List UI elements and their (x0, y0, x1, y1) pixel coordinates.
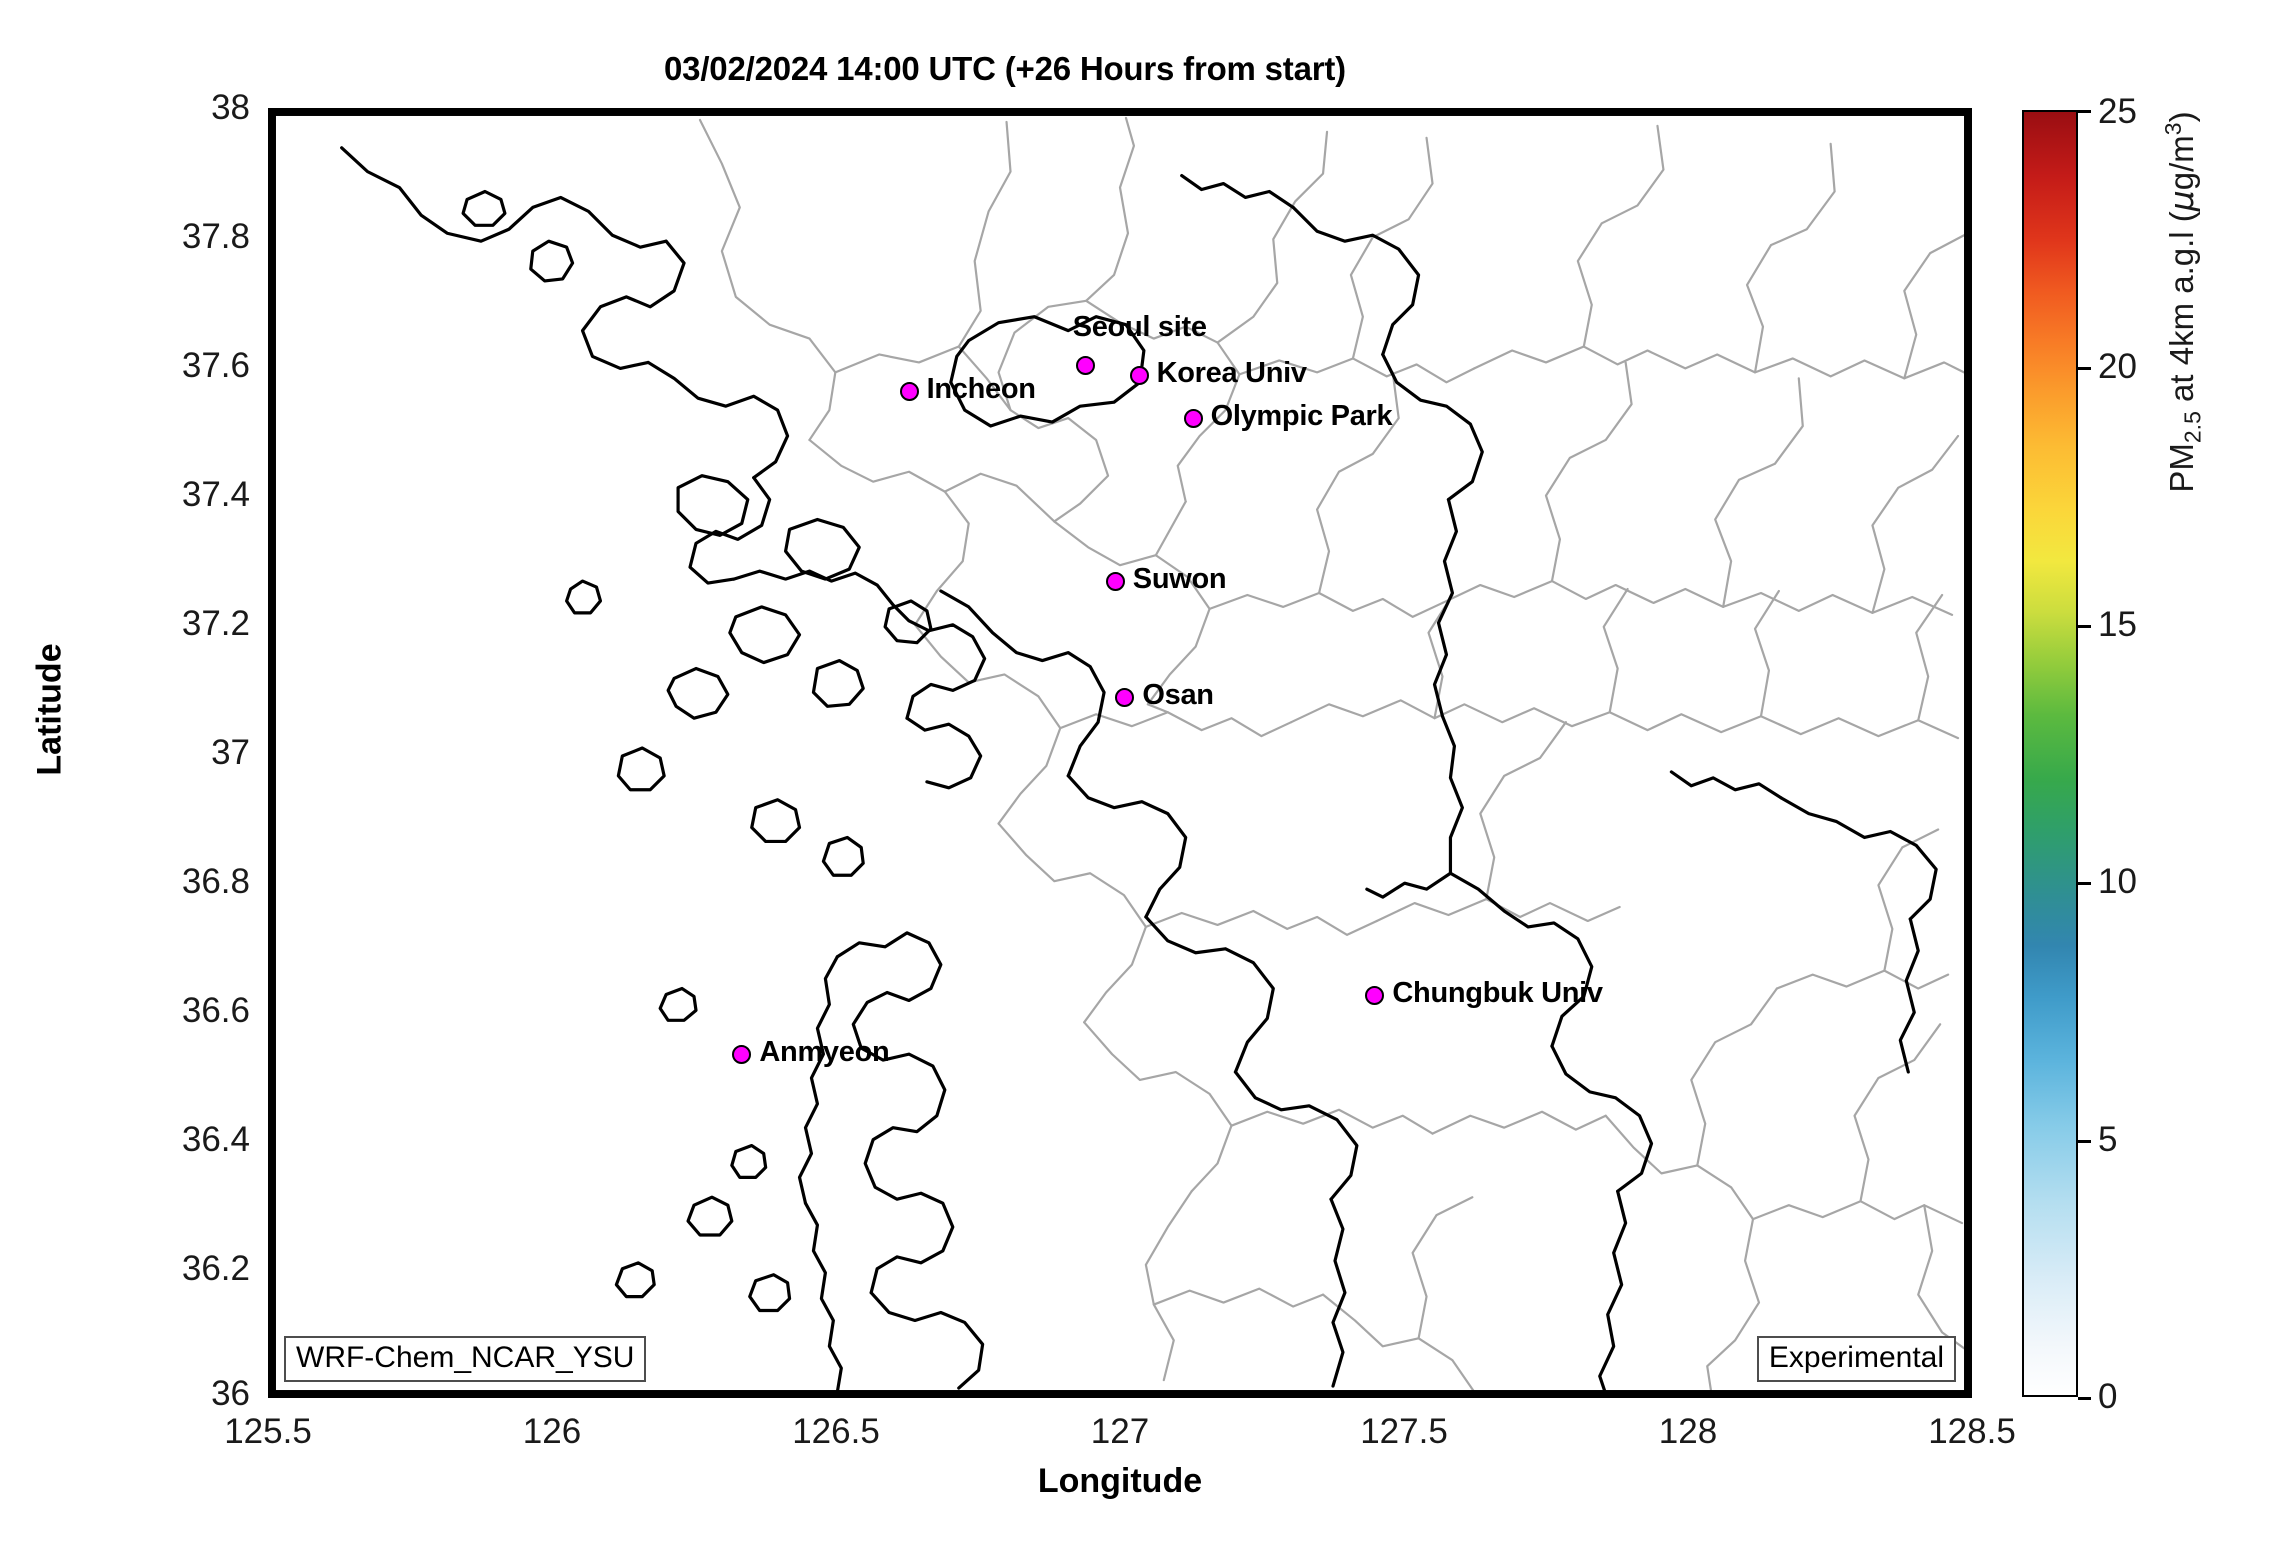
y-tick-label: 36.4 (181, 1120, 250, 1159)
y-tick-label: 37.8 (181, 217, 250, 256)
colorbar-tick (2078, 367, 2091, 371)
cb-label-mid: at 4km a.g.l ( (2163, 211, 2200, 412)
x-tick-label: 125.5 (224, 1412, 312, 1451)
colorbar-tick (2078, 1397, 2091, 1400)
model-name-box: WRF-Chem_NCAR_YSU (284, 1335, 647, 1382)
colorbar-tick-label: 0 (2098, 1377, 2118, 1416)
station-dot (1075, 355, 1095, 375)
colorbar-tick-label: 20 (2098, 347, 2137, 387)
colorbar-tick-label: 5 (2098, 1119, 2118, 1159)
colorbar-axis-label: PM2.5 at 4km a.g.l (μg/m3) (2160, 0, 2207, 752)
station-dot (899, 381, 919, 401)
cb-label-prefix: PM (2163, 443, 2200, 493)
colorbar-tick-label: 10 (2098, 862, 2137, 902)
y-tick-label: 37 (211, 733, 250, 772)
colorbar-tick (2078, 882, 2091, 886)
station-label: Chungbuk Univ (1392, 977, 1603, 1009)
station-dot (1183, 409, 1203, 429)
station-dot (1115, 688, 1135, 707)
y-axis-label: Latitude (30, 643, 69, 776)
chart-title: 03/02/2024 14:00 UTC (+26 Hours from sta… (664, 50, 1346, 87)
station-dot (1365, 986, 1385, 1005)
y-tick-label: 38 (211, 88, 250, 127)
map-geometry (272, 112, 1968, 1394)
station-dot (1129, 366, 1149, 386)
station-label: Incheon (926, 372, 1036, 405)
station-label: Korea Univ (1156, 357, 1307, 390)
coastline (340, 146, 1938, 1394)
y-tick-label: 37.6 (181, 346, 250, 385)
y-tick-label: 37.2 (181, 604, 250, 643)
x-tick-label: 128.5 (1928, 1412, 2016, 1451)
x-tick-label: 128 (1658, 1412, 1718, 1451)
station-dot (1105, 571, 1125, 591)
status-badge: Experimental (1756, 1335, 1956, 1382)
station-label: Anmyeon (759, 1036, 890, 1069)
x-tick-label: 127 (1090, 1412, 1150, 1451)
station-label: Seoul site (1072, 310, 1207, 343)
cb-label-unit: g/m (2163, 135, 2200, 191)
cb-label-mu: μ (2162, 190, 2201, 212)
colorbar-tick (2078, 624, 2091, 628)
admin-boundaries (698, 116, 1966, 1394)
cb-label-suffix: ) (2163, 111, 2200, 123)
y-tick-label: 36.6 (181, 991, 250, 1030)
x-axis-label: Longitude (1037, 1462, 1203, 1500)
colorbar-tick (2078, 1139, 2091, 1143)
colorbar[interactable]: 0 5 10 15 20 25 (2022, 92, 2137, 1416)
y-tick-label: 36.8 (181, 862, 250, 901)
cb-label-superscript: 3 (2160, 122, 2186, 136)
station-label: Olympic Park (1210, 400, 1393, 433)
x-tick-label: 126.5 (792, 1412, 880, 1451)
station-label: Osan (1142, 679, 1214, 711)
colorbar-tick (2078, 110, 2091, 113)
x-tick-label: 126 (522, 1412, 582, 1451)
colorbar-gradient (2022, 110, 2078, 1397)
station-dot (732, 1045, 752, 1065)
colorbar-tick-label: 25 (2098, 92, 2137, 131)
cb-label-subscript: 2.5 (2179, 411, 2206, 444)
x-tick-label: 127.5 (1360, 1412, 1448, 1451)
plot-frame (272, 112, 1968, 1394)
y-tick-label: 36.2 (181, 1249, 250, 1288)
map-plot-area[interactable]: Seoul site Incheon Korea Univ Olympic Pa… (268, 108, 1972, 1398)
station-label: Suwon (1132, 562, 1227, 595)
y-tick-label: 37.4 (181, 475, 250, 514)
y-tick-label: 36 (211, 1374, 250, 1413)
colorbar-tick-label: 15 (2098, 604, 2137, 644)
